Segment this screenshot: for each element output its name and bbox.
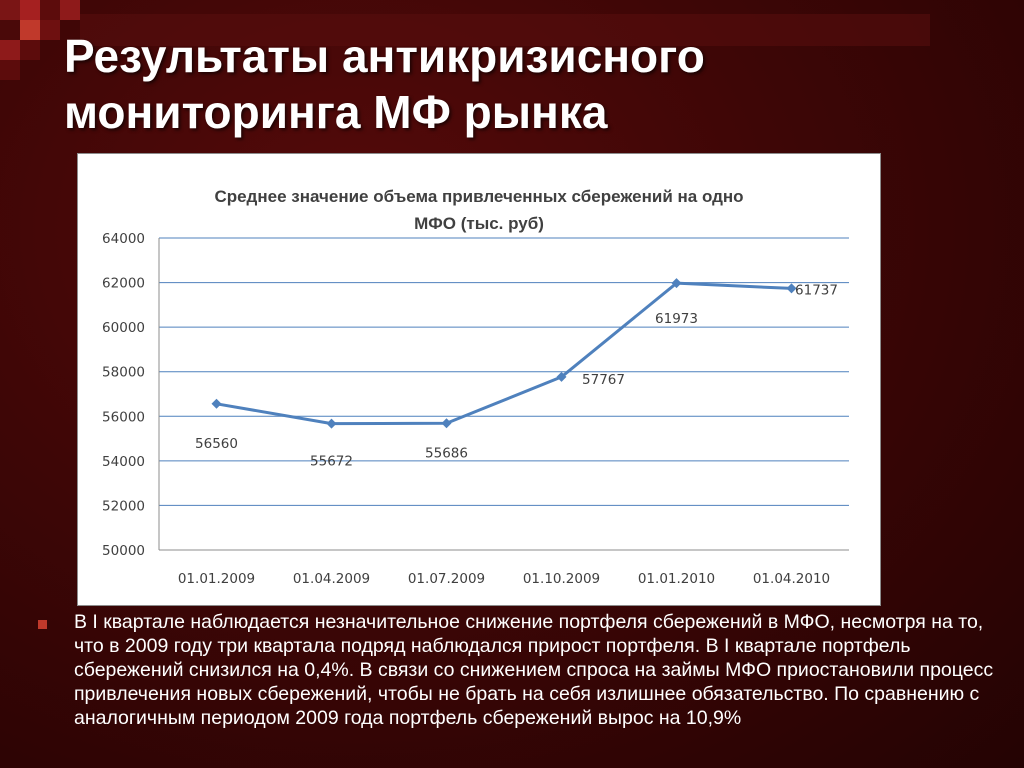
y-tick-label: 64000 <box>102 231 145 247</box>
x-tick-label: 01.04.2009 <box>293 571 370 587</box>
y-tick-label: 56000 <box>102 409 145 425</box>
page-title: Результаты антикризисного мониторинга МФ… <box>64 30 705 138</box>
data-label: 55686 <box>425 445 468 461</box>
decor-square <box>0 40 20 60</box>
y-tick-label: 52000 <box>102 498 145 514</box>
decor-square <box>0 20 20 40</box>
x-tick-label: 01.04.2010 <box>753 571 830 587</box>
decor-square <box>20 20 40 40</box>
chart-title-line: МФО (тыс. руб) <box>414 214 544 233</box>
data-point-marker <box>211 398 222 409</box>
decor-square <box>40 0 60 20</box>
series-line <box>216 281 792 426</box>
data-point-marker <box>441 418 452 429</box>
y-tick-label: 60000 <box>102 320 145 336</box>
x-tick-label: 01.07.2009 <box>408 571 485 587</box>
data-point-marker <box>671 278 682 289</box>
line-chart: Среднее значение объема привлеченных сбе… <box>102 187 849 587</box>
square-bullet-icon <box>38 620 47 629</box>
y-tick-label: 62000 <box>102 276 145 292</box>
decor-square <box>0 0 20 20</box>
x-tick-label: 01.01.2010 <box>638 571 715 587</box>
x-tick-label: 01.10.2009 <box>523 571 600 587</box>
decor-square <box>40 20 60 40</box>
y-tick-label: 50000 <box>102 543 145 559</box>
chart-container: Среднее значение объема привлеченных сбе… <box>77 153 881 606</box>
decor-square <box>60 0 80 20</box>
y-tick-label: 58000 <box>102 365 145 381</box>
data-label: 57767 <box>582 372 625 388</box>
decor-square <box>20 40 40 60</box>
decor-bar <box>80 14 930 46</box>
data-label: 61973 <box>655 311 698 327</box>
data-label: 55672 <box>310 454 353 470</box>
x-tick-label: 01.01.2009 <box>178 571 255 587</box>
decor-square <box>20 0 40 20</box>
decor-square <box>0 60 20 80</box>
data-label: 61737 <box>795 282 838 298</box>
chart-title-line: Среднее значение объема привлеченных сбе… <box>214 187 743 206</box>
data-point-marker <box>786 283 797 294</box>
data-point-marker <box>556 371 567 382</box>
bullet-text: В I квартале наблюдается незначительное … <box>74 611 994 729</box>
data-point-marker <box>326 418 337 429</box>
data-label: 56560 <box>195 436 238 452</box>
y-tick-label: 54000 <box>102 454 145 470</box>
